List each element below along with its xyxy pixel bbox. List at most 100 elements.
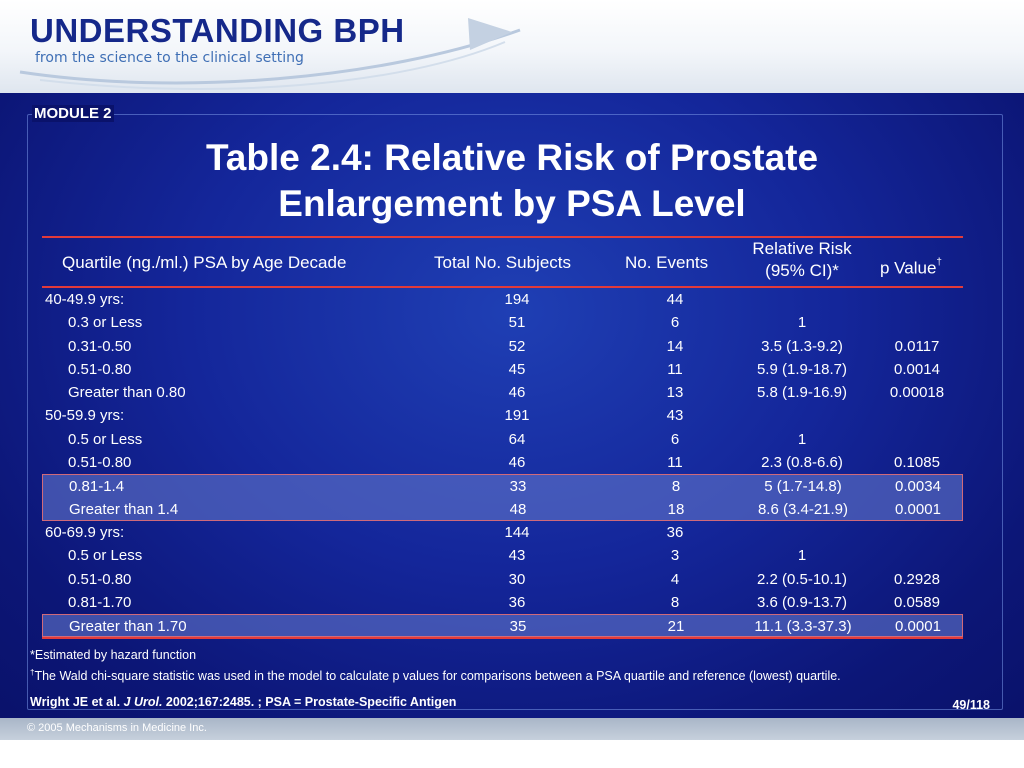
cell-total-subjects: 33	[509, 478, 527, 496]
cell-p-value: 0.0001	[895, 500, 941, 518]
table-row: 0.31-0.50 52 14 3.5 (1.3-9.2) 0.0117	[42, 335, 963, 358]
cell-p-value: 0.1085	[894, 454, 940, 472]
row-label: 40-49.9 yrs:	[45, 291, 125, 308]
module-label: MODULE 2	[32, 105, 114, 122]
footnote-dagger: †	[30, 668, 35, 677]
table-row: Greater than 0.80 46 13 5.8 (1.9-16.9) 0.000…	[42, 381, 963, 404]
slide-title-line1: Table 2.4: Relative Risk of Prostate	[205, 137, 819, 178]
header-total-subjects: Total No. Subjects	[434, 253, 572, 272]
citation-journal: J Urol.	[123, 695, 163, 709]
table-group-row: 40-49.9 yrs: 194 44	[42, 288, 963, 311]
cell-total-subjects: 46	[508, 454, 526, 472]
row-label: 0.81-1.4	[69, 478, 125, 496]
cell-p-value: 0.0117	[894, 337, 940, 355]
row-label: 0.51-0.80	[68, 454, 132, 472]
cell-events: 4	[670, 570, 680, 588]
cell-total-subjects: 51	[508, 314, 526, 332]
table-row: 0.5 or Less 43 3 1	[42, 544, 963, 567]
row-label: Greater than 1.4	[69, 500, 179, 518]
cell-total-subjects: 30	[508, 570, 526, 588]
swoosh-graphic	[19, 18, 521, 90]
table-group-row: 60-69.9 yrs: 144 36	[42, 521, 963, 544]
cell-relative-risk: 2.3 (0.8-6.6)	[761, 454, 843, 472]
table-row: 0.81-1.4 33 8 5 (1.7-14.8) 0.0034	[42, 474, 963, 498]
table-row: 0.51-0.80 46 11 2.3 (0.8-6.6) 0.1085	[42, 451, 963, 474]
brand-title: UNDERSTANDING BPH	[30, 12, 405, 49]
cell-relative-risk: 3.6 (0.9-13.7)	[756, 593, 848, 611]
table-row: 0.51-0.80 45 11 5.9 (1.9-18.7) 0.0014	[42, 358, 963, 381]
slide-title-line2: Enlargement by PSA Level	[278, 183, 746, 224]
cell-events: 11	[667, 360, 683, 378]
slide-title: Table 2.4: Relative Risk of Prostate Enl…	[0, 135, 1024, 227]
cell-p-value: 0.0034	[895, 478, 941, 496]
cell-p-value: 0.00018	[889, 384, 945, 402]
row-label: 0.51-0.80	[68, 360, 132, 378]
cell-events: 44	[666, 291, 684, 308]
cell-p-value: 0.0001	[895, 618, 941, 636]
table-row: Greater than 1.4 48 18 8.6 (3.4-21.9) 0.0001	[42, 497, 963, 521]
header-p-value-label: p Value	[880, 258, 937, 278]
table-header: Quartile (ng./ml.) PSA by Age Decade Tot…	[42, 236, 963, 288]
brand-subtitle: from the science to the clinical setting	[35, 50, 304, 66]
cell-total-subjects: 45	[508, 360, 526, 378]
row-label: 50-59.9 yrs:	[45, 407, 125, 425]
cell-events: 8	[671, 478, 681, 496]
footer-bar: © 2005 Mechanisms in Medicine Inc.	[0, 718, 1024, 740]
row-label: 0.31-0.50	[68, 337, 132, 355]
copyright-text: © 2005 Mechanisms in Medicine Inc.	[27, 722, 207, 734]
header-relative-risk-line1: Relative Risk	[752, 239, 852, 258]
header-relative-risk-line2: (95% CI)*	[765, 261, 839, 280]
cell-events: 8	[670, 593, 680, 611]
cell-events: 13	[666, 384, 684, 402]
cell-relative-risk: 2.2 (0.5-10.1)	[756, 570, 848, 588]
citation-details: 2002;167:2485. ; PSA = Prostate-Specific…	[162, 695, 457, 709]
cell-relative-risk: 5 (1.7-14.8)	[764, 478, 842, 496]
table-body: 40-49.9 yrs: 194 44 0.3 or Less 51 6 1 0.31-0.5…	[42, 288, 963, 638]
footnotes: *Estimated by hazard function †The Wald …	[30, 647, 841, 685]
row-label: Greater than 1.70	[69, 618, 187, 636]
cell-relative-risk: 11.1 (3.3-37.3)	[754, 618, 852, 636]
cell-total-subjects: 144	[504, 523, 530, 541]
risk-table: Quartile (ng./ml.) PSA by Age Decade Tot…	[42, 236, 963, 640]
header-quartile: Quartile (ng./ml.) PSA by Age Decade	[62, 253, 347, 272]
cell-total-subjects: 35	[509, 618, 527, 636]
table-group-row: 50-59.9 yrs: 191 43	[42, 404, 963, 427]
cell-total-subjects: 64	[508, 430, 526, 448]
cell-events: 43	[666, 407, 684, 425]
row-label: 0.3 or Less	[68, 314, 143, 332]
cell-events: 21	[667, 618, 685, 636]
cell-events: 3	[670, 547, 680, 565]
cell-events: 14	[666, 337, 684, 355]
table-row: 0.3 or Less 51 6 1	[42, 311, 963, 334]
cell-total-subjects: 52	[508, 337, 526, 355]
cell-total-subjects: 46	[508, 384, 526, 402]
cell-events: 36	[666, 523, 684, 541]
table-row: 0.81-1.70 36 8 3.6 (0.9-13.7) 0.0589	[42, 591, 963, 614]
row-label: 0.51-0.80	[68, 570, 132, 588]
header-events: No. Events	[625, 253, 709, 272]
cell-relative-risk: 8.6 (3.4-21.9)	[757, 500, 849, 518]
slide-area: MODULE 2 Table 2.4: Relative Risk of Pro…	[0, 93, 1024, 718]
page-counter: 49/118	[952, 698, 990, 712]
cell-total-subjects: 191	[504, 407, 530, 425]
cell-relative-risk: 1	[797, 547, 807, 565]
header-banner: UNDERSTANDING BPH from the science to th…	[0, 0, 1024, 93]
table-bottom-rule	[42, 637, 963, 640]
table-row: 0.51-0.80 30 4 2.2 (0.5-10.1) 0.2928	[42, 568, 963, 591]
row-label: 0.5 or Less	[68, 547, 143, 565]
row-label: 60-69.9 yrs:	[45, 523, 125, 541]
footnote-wald-text: The Wald chi-square statistic was used i…	[34, 669, 841, 684]
cell-relative-risk: 3.5 (1.3-9.2)	[761, 337, 843, 355]
cell-events: 11	[667, 454, 683, 472]
header-p-value: p Value†	[880, 254, 942, 280]
footnote-wald: †The Wald chi-square statistic was used …	[30, 664, 841, 685]
cell-total-subjects: 48	[509, 500, 527, 518]
cell-events: 18	[667, 500, 685, 518]
slide-frame	[27, 114, 1003, 710]
cell-p-value: 0.0014	[894, 360, 940, 378]
cell-relative-risk: 1	[797, 430, 807, 448]
cell-events: 6	[670, 430, 680, 448]
footnote-hazard: *Estimated by hazard function	[30, 648, 197, 662]
table-row: 0.5 or Less 64 6 1	[42, 428, 963, 451]
cell-total-subjects: 194	[504, 291, 530, 308]
